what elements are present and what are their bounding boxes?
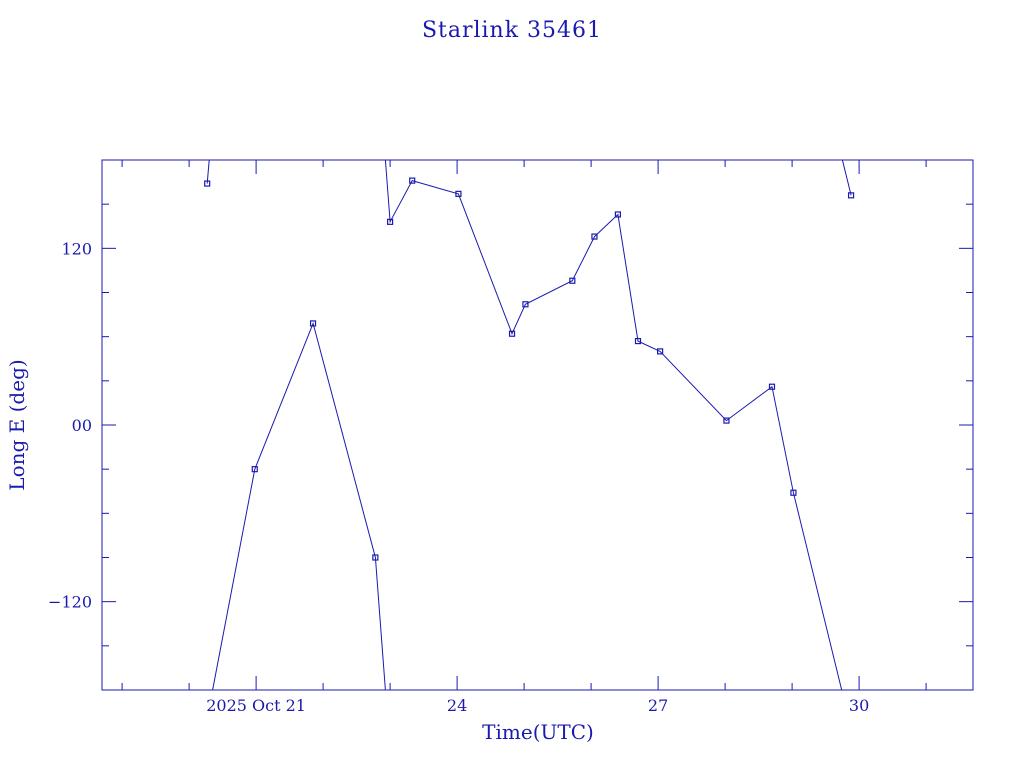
y-tick-label: 00	[72, 416, 92, 435]
data-point	[768, 383, 776, 390]
data-point	[387, 218, 394, 225]
y-tick-label: −120	[48, 593, 92, 612]
x-tick-label: 30	[849, 696, 869, 715]
data-point	[251, 466, 258, 473]
plot-border	[101, 159, 974, 691]
data-point	[614, 211, 622, 218]
data-point	[522, 301, 529, 308]
data-point	[372, 554, 379, 561]
data-point	[204, 180, 211, 187]
chart-title: Starlink 35461	[422, 18, 602, 43]
data-point	[634, 337, 642, 345]
data-point	[409, 177, 416, 184]
data-point	[723, 417, 730, 424]
x-tick-label: 27	[648, 696, 668, 715]
plot-frame	[101, 159, 974, 691]
y-tick-label: 120	[61, 239, 92, 258]
data-point	[847, 192, 855, 199]
series-line	[206, 159, 852, 691]
y-axis: 120 00 −120	[48, 203, 973, 647]
data-point	[455, 190, 462, 197]
data-points	[204, 177, 855, 561]
y-axis-label: Long E (deg)	[5, 359, 29, 490]
data-point	[591, 233, 598, 240]
x-axis-label: Time(UTC)	[482, 720, 594, 744]
series-segment	[206, 159, 210, 184]
x-tick-label: 2025 Oct 21	[206, 696, 306, 715]
data-point	[657, 348, 664, 355]
x-axis: 2025 Oct 21 24 27 30	[121, 160, 927, 715]
series-segment	[841, 159, 852, 196]
data-point	[508, 330, 516, 337]
series-segment	[212, 321, 386, 691]
data-point	[309, 320, 317, 327]
series-segment	[384, 159, 843, 691]
data-point	[569, 277, 576, 284]
x-tick-label: 24	[447, 696, 467, 715]
data-point	[790, 489, 797, 496]
